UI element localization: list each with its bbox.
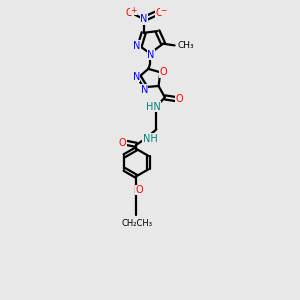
Text: O: O [159,67,167,77]
Text: HN: HN [146,102,160,112]
Text: CH₂CH₃: CH₂CH₃ [122,219,152,228]
Text: O: O [136,185,143,195]
Text: CH₃: CH₃ [177,41,194,50]
Text: O: O [155,8,163,18]
Text: O: O [175,94,183,104]
Text: N: N [133,41,140,51]
Text: NH: NH [143,134,158,144]
Text: +: + [130,6,137,15]
Text: N: N [133,72,140,82]
Text: O: O [119,138,127,148]
Text: O: O [126,8,133,18]
Text: N: N [148,50,155,60]
Text: N: N [141,85,148,95]
Text: −: − [160,6,167,15]
Text: N: N [140,14,147,24]
